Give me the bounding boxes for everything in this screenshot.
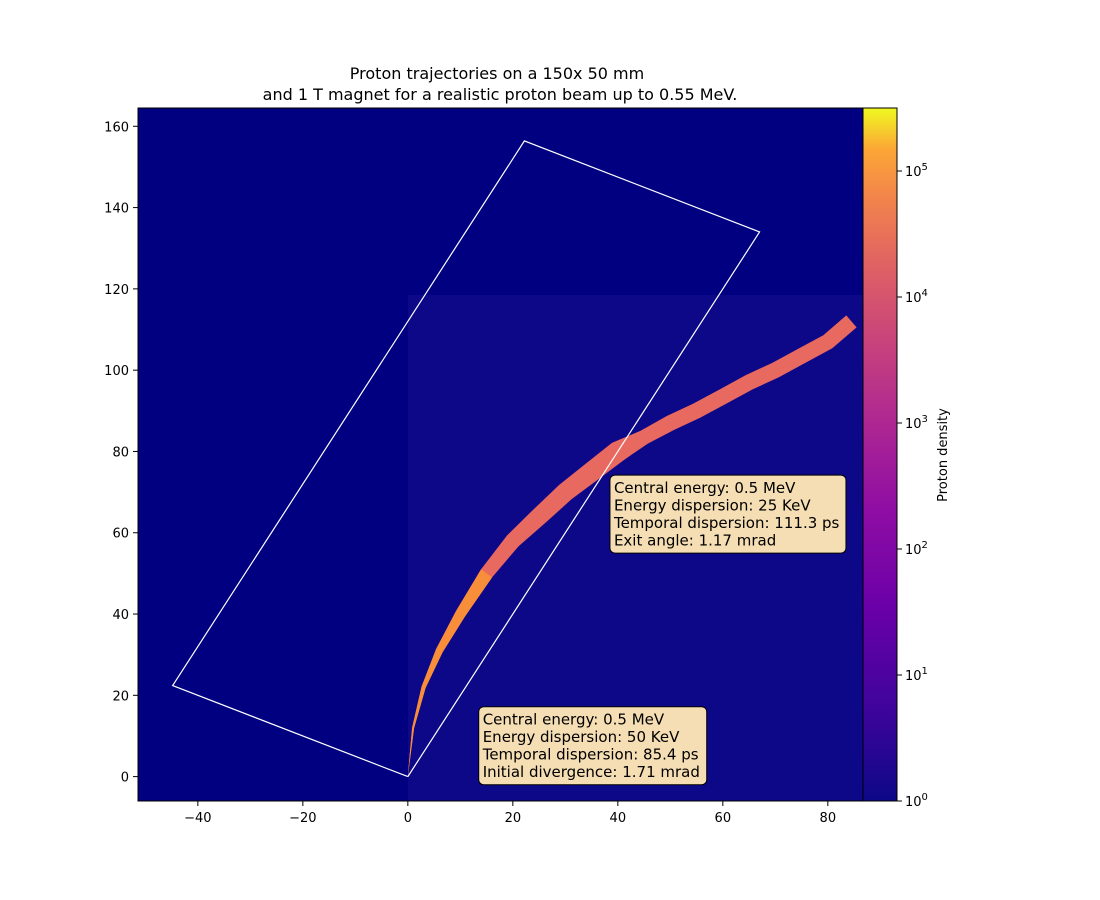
y-tick-label: 40	[112, 608, 129, 623]
annotation-line: Temporal dispersion: 111.3 ps	[613, 514, 840, 532]
y-tick-label: 20	[112, 689, 129, 704]
x-tick-label: −40	[184, 811, 211, 826]
colorbar-tick-label: 104	[905, 288, 928, 306]
colorbar-tick-label: 100	[905, 792, 928, 810]
annotation-box-background	[478, 706, 708, 786]
x-axis: −40 −20 0 20 40 60 80	[184, 801, 836, 826]
plot-area	[138, 108, 863, 801]
colorbar-ticks: 100 101 102 103 104 105	[897, 162, 928, 810]
annotation-line: Exit angle: 1.17 mrad	[614, 532, 776, 550]
annotation-line: Central energy: 0.5 MeV	[614, 479, 796, 497]
y-tick-label: 60	[112, 527, 129, 542]
annotation-box-background	[609, 474, 847, 554]
chart-title-line-1: Proton trajectories on a 150x 50 mm	[350, 64, 644, 83]
annotation-line: Energy dispersion: 25 KeV	[614, 497, 811, 515]
annotation-line: Energy dispersion: 50 KeV	[483, 728, 680, 746]
x-tick-label: 0	[404, 811, 412, 826]
colorbar-gradient	[862, 107, 898, 802]
annotation-line: Central energy: 0.5 MeV	[483, 711, 665, 729]
colorbar-label: Proton density	[936, 408, 951, 502]
annotation-line: Initial divergence: 1.71 mrad	[483, 763, 700, 781]
y-tick-label: 120	[104, 283, 129, 298]
y-tick-label: 140	[104, 202, 129, 217]
x-tick-label: 60	[715, 811, 732, 826]
y-tick-label: 100	[104, 364, 129, 379]
y-axis: 0 20 40 60 80 100 120 140 160	[104, 120, 138, 786]
colorbar-tick-label: 102	[905, 540, 928, 558]
colorbar-tick-label: 103	[905, 414, 928, 432]
x-tick-label: 40	[610, 811, 627, 826]
y-tick-label: 160	[104, 120, 129, 135]
magnet-outline	[171, 140, 761, 778]
colorbar-tick-label: 101	[905, 666, 928, 684]
colorbar-tick-label: 105	[905, 162, 928, 180]
annotation-line: Temporal dispersion: 85.4 ps	[482, 746, 699, 764]
colorbar: 100 101 102 103 104 105 Proton density	[862, 107, 951, 810]
x-tick-label: 20	[505, 811, 522, 826]
y-tick-label: 0	[121, 771, 129, 786]
y-tick-label: 80	[112, 445, 129, 460]
x-tick-label: −20	[289, 811, 316, 826]
chart-title-line-2: and 1 T magnet for a realistic proton be…	[263, 85, 738, 104]
x-tick-label: 80	[820, 811, 837, 826]
